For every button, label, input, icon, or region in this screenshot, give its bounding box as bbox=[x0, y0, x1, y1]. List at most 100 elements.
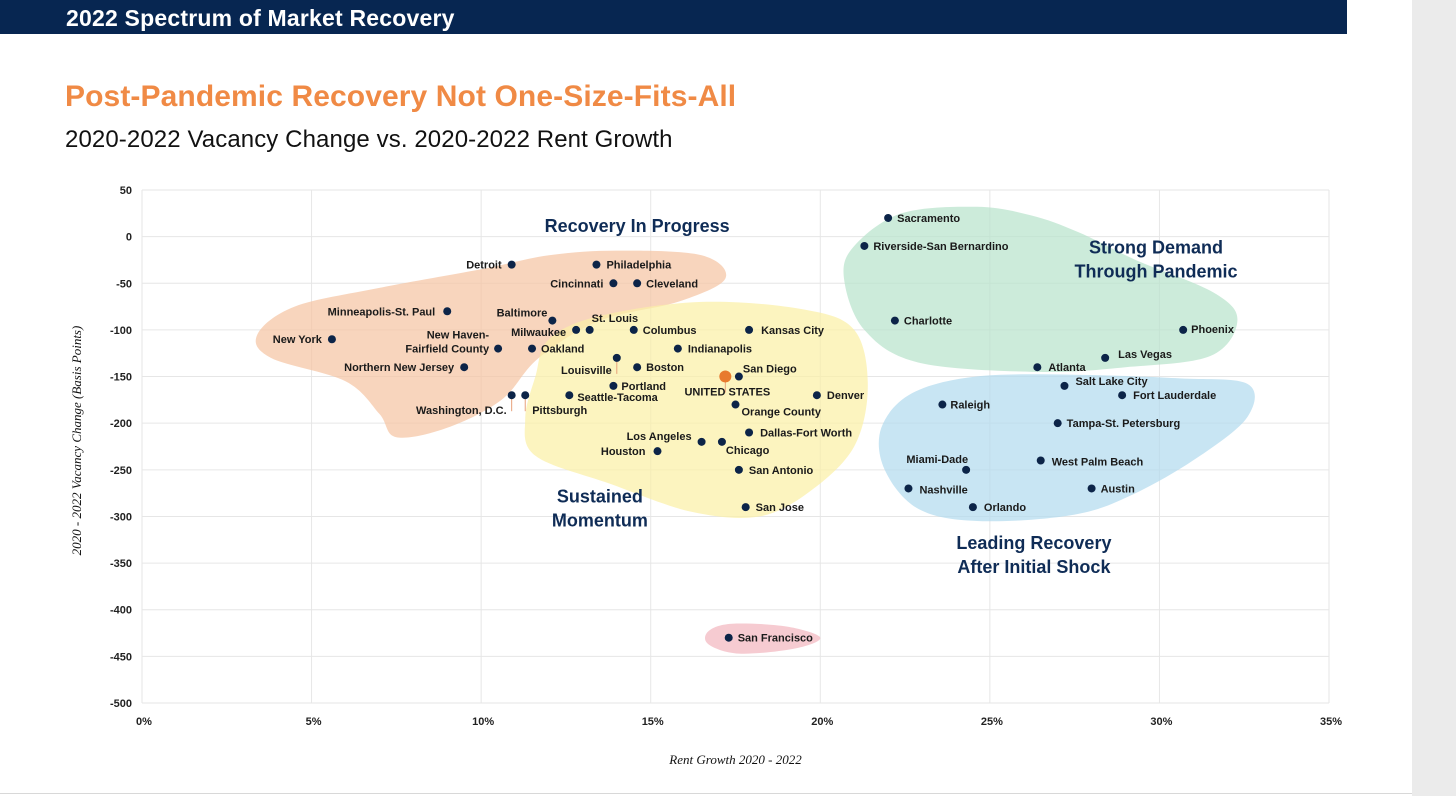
point-washington-d-c bbox=[507, 391, 516, 400]
point-baltimore bbox=[548, 316, 557, 325]
point-label-san-antonio: San Antonio bbox=[749, 465, 814, 477]
point-louisville bbox=[612, 353, 621, 362]
y-axis-title: 2020 - 2022 Vacancy Change (Basis Points… bbox=[69, 326, 84, 556]
point-label-portland: Portland bbox=[621, 381, 666, 393]
point-label-salt-lake-city: Salt Lake City bbox=[1075, 376, 1148, 388]
point-label-northern-new-jersey: Northern New Jersey bbox=[344, 362, 455, 374]
y-tick-label: -500 bbox=[110, 698, 132, 710]
x-tick-label: 30% bbox=[1150, 716, 1172, 728]
point-label-raleigh: Raleigh bbox=[950, 400, 990, 412]
point-label-united-states: UNITED STATES bbox=[684, 387, 770, 399]
chart-subheadline: 2020-2022 Vacancy Change vs. 2020-2022 R… bbox=[65, 126, 673, 153]
point-northern-new-jersey bbox=[460, 363, 469, 372]
point-label-nashville: Nashville bbox=[919, 484, 967, 496]
point-atlanta bbox=[1033, 363, 1042, 372]
point-label-san-jose: San Jose bbox=[756, 502, 804, 514]
point-label-seattle-tacoma: Seattle-Tacoma bbox=[577, 392, 658, 404]
point-label-washington-d-c: Washington, D.C. bbox=[416, 405, 507, 417]
point-label-new-haven-fairfield-county: New Haven-Fairfield County bbox=[405, 330, 490, 356]
point-label-phoenix: Phoenix bbox=[1191, 324, 1235, 336]
point-pittsburgh bbox=[521, 391, 530, 400]
point-label-boston: Boston bbox=[646, 362, 684, 374]
point-boston bbox=[633, 363, 642, 372]
point-nashville bbox=[904, 484, 913, 493]
region-label-leading-recovery-after-initial-shock: Leading Recovery bbox=[956, 533, 1111, 553]
region-sustained-momentum bbox=[524, 301, 868, 519]
y-tick-label: -400 bbox=[110, 605, 132, 617]
y-tick-label: 50 bbox=[120, 185, 132, 197]
region-label-sustained-momentum: Sustained bbox=[557, 486, 643, 506]
point-label-miami-dade: Miami-Dade bbox=[906, 454, 968, 466]
scatter-chart: Recovery In Progress Sustained Momentum Str… bbox=[69, 185, 1342, 767]
y-tick-label: -450 bbox=[110, 651, 132, 663]
point-label-chicago: Chicago bbox=[726, 445, 770, 457]
point-miami-dade bbox=[962, 465, 971, 474]
y-tick-label: -200 bbox=[110, 418, 132, 430]
x-tick-label: 15% bbox=[642, 716, 664, 728]
point-san-jose bbox=[741, 503, 750, 512]
point-houston bbox=[653, 447, 662, 456]
region-label-strong-demand-through-pandemic: Strong Demand bbox=[1089, 237, 1223, 257]
point-raleigh bbox=[938, 400, 947, 409]
point-label-louisville: Louisville bbox=[561, 365, 612, 377]
page-side-margin bbox=[1412, 0, 1456, 796]
point-label-los-angeles: Los Angeles bbox=[627, 431, 692, 443]
point-label-san-diego: San Diego bbox=[743, 364, 797, 376]
point-phoenix bbox=[1179, 325, 1188, 334]
point-dallas-fort-worth bbox=[745, 428, 754, 437]
point-label-sacramento: Sacramento bbox=[897, 213, 960, 225]
region-recovery-in-progress bbox=[255, 250, 727, 438]
region-strong-demand-through-pandemic bbox=[843, 206, 1238, 373]
point-st-louis bbox=[585, 325, 594, 334]
x-tick-label: 20% bbox=[811, 716, 833, 728]
point-salt-lake-city bbox=[1060, 381, 1069, 390]
region-leading-recovery-after-initial-shock bbox=[878, 374, 1255, 522]
point-cincinnati bbox=[609, 279, 618, 288]
point-charlotte bbox=[890, 316, 899, 325]
point-label-tampa-st-petersburg: Tampa-St. Petersburg bbox=[1067, 418, 1181, 430]
point-san-antonio bbox=[734, 465, 743, 474]
point-indianapolis bbox=[673, 344, 682, 353]
point-seattle-tacoma bbox=[565, 391, 574, 400]
x-tick-label: 35% bbox=[1320, 716, 1342, 728]
x-tick-label: 0% bbox=[136, 716, 152, 728]
point-san-diego bbox=[734, 372, 743, 381]
point-new-york bbox=[327, 335, 336, 344]
point-kansas-city bbox=[745, 325, 754, 334]
point-label-columbus: Columbus bbox=[643, 325, 697, 337]
point-philadelphia bbox=[592, 260, 601, 269]
y-tick-label: -150 bbox=[110, 372, 132, 384]
report-banner: 2022 Spectrum of Market Recovery bbox=[0, 0, 1347, 34]
point-label-indianapolis: Indianapolis bbox=[688, 344, 752, 356]
point-label-orange-county: Orange County bbox=[742, 407, 822, 419]
x-tick-label: 10% bbox=[472, 716, 494, 728]
point-riverside-san-bernardino bbox=[860, 241, 869, 250]
point-sacramento bbox=[884, 213, 893, 222]
point-tampa-st-petersburg bbox=[1053, 419, 1062, 428]
point-denver bbox=[812, 391, 821, 400]
x-tick-label: 25% bbox=[981, 716, 1003, 728]
y-tick-label: -250 bbox=[110, 465, 132, 477]
point-label-riverside-san-bernardino: Riverside-San Bernardino bbox=[873, 241, 1008, 253]
point-minneapolis-st-paul bbox=[443, 307, 452, 316]
point-label-milwaukee: Milwaukee bbox=[511, 327, 566, 339]
point-label-new-york: New York bbox=[273, 334, 323, 346]
point-san-francisco bbox=[724, 633, 733, 642]
point-label-detroit: Detroit bbox=[466, 260, 502, 272]
point-label-charlotte: Charlotte bbox=[904, 316, 952, 328]
x-tick-label: 5% bbox=[306, 716, 322, 728]
point-orange-county bbox=[731, 400, 740, 409]
point-columbus bbox=[629, 325, 638, 334]
region-label-strong-demand-through-pandemic: Through Pandemic bbox=[1075, 261, 1238, 281]
point-los-angeles bbox=[697, 437, 706, 446]
region-label-leading-recovery-after-initial-shock: After Initial Shock bbox=[957, 557, 1111, 577]
region-label-recovery-in-progress: Recovery In Progress bbox=[545, 216, 730, 236]
y-tick-label: -300 bbox=[110, 511, 132, 523]
y-tick-label: -50 bbox=[116, 278, 132, 290]
y-tick-label: -100 bbox=[110, 325, 132, 337]
point-label-austin: Austin bbox=[1101, 483, 1136, 495]
point-united-states bbox=[719, 370, 732, 383]
point-oakland bbox=[528, 344, 537, 353]
banner-title: 2022 Spectrum of Market Recovery bbox=[66, 5, 455, 31]
point-label-san-francisco: San Francisco bbox=[738, 633, 813, 645]
